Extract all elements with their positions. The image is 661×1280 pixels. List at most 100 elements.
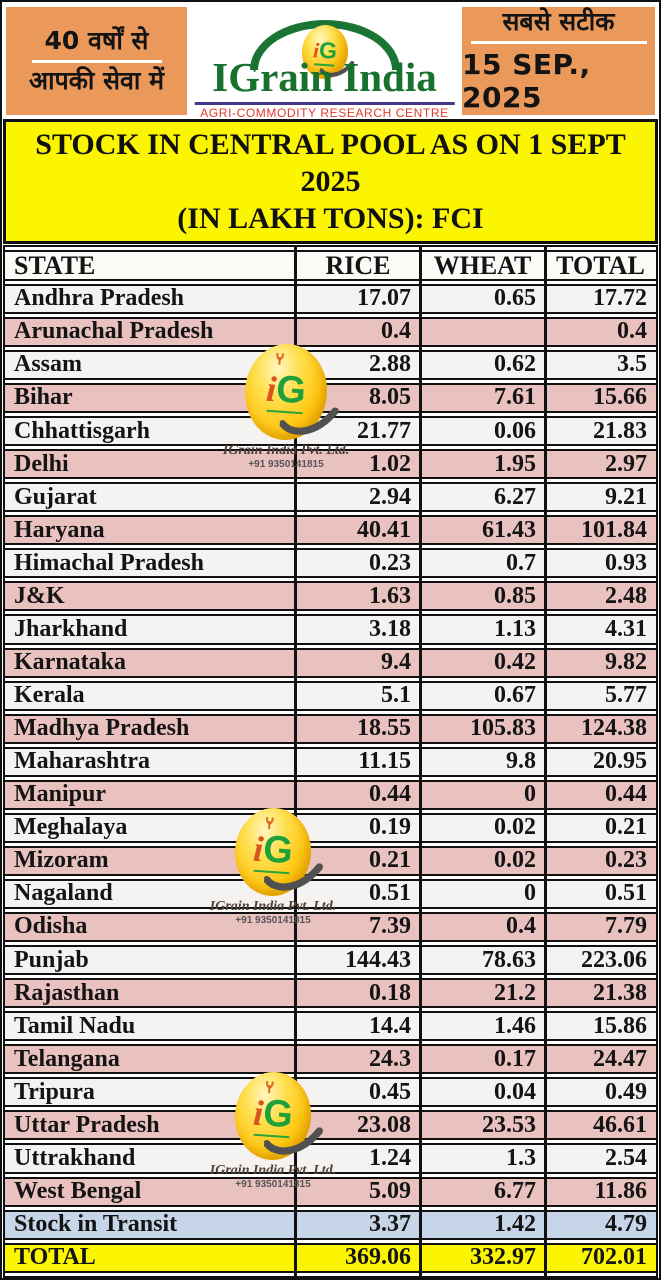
rice-cell: 1.02 <box>296 449 420 480</box>
divider <box>31 59 162 63</box>
state-cell: J&K <box>5 581 296 612</box>
table-row: J&K 1.63 0.85 2.48 <box>5 581 656 612</box>
wheat-cell: 1.3 <box>420 1143 545 1174</box>
total-cell: 223.06 <box>545 945 656 976</box>
total-cell: 20.95 <box>545 746 656 777</box>
grain-sprig-icon <box>265 1080 274 1094</box>
watermark: iG IGrain India Pvt. Ltd. +91 9350141815 <box>183 805 363 926</box>
rice-cell: 17.07 <box>296 283 420 314</box>
table-row: Uttar Pradesh 23.08 23.53 46.61 <box>5 1110 656 1141</box>
wheat-cell: 332.97 <box>420 1242 545 1273</box>
state-cell: Kerala <box>5 680 296 711</box>
experience-line-2: आपकी सेवा में <box>28 65 165 95</box>
total-cell: 702.01 <box>545 1242 656 1273</box>
total-cell: 0.51 <box>545 878 656 910</box>
brand-header: 40 वर्षों से आपकी सेवा में iG IGrain Ind… <box>2 2 659 120</box>
watermark-phone: +91 9350141815 <box>235 1179 311 1190</box>
table-row: Himachal Pradesh 0.23 0.7 0.93 <box>5 548 656 579</box>
watermark-egg-icon: iG <box>232 1069 324 1163</box>
wheat-cell: 6.77 <box>420 1176 545 1207</box>
table-row: Punjab 144.43 78.63 223.06 <box>5 945 656 976</box>
rice-cell: 18.55 <box>296 713 420 744</box>
total-cell: 0.23 <box>545 845 656 876</box>
table-row: Jharkhand 3.18 1.13 4.31 <box>5 614 656 645</box>
total-cell: 9.82 <box>545 647 656 678</box>
table-row: Kerala 5.1 0.67 5.77 <box>5 680 656 711</box>
table-row: Assam 2.88 0.62 3.5 <box>5 349 656 381</box>
state-cell: Chhattisgarh <box>5 416 296 447</box>
rice-cell: 0.18 <box>296 978 420 1009</box>
swoosh-icon <box>278 407 339 436</box>
state-cell: Arunachal Pradesh <box>5 316 296 347</box>
table-row: Stock in Transit 3.37 1.42 4.79 <box>5 1209 656 1240</box>
total-cell: 24.47 <box>545 1044 656 1075</box>
watermark-company: IGrain India Pvt. Ltd. <box>222 443 350 458</box>
brand-name: IGrain India <box>212 54 437 100</box>
wheat-cell: 0.65 <box>420 283 545 314</box>
table-row: Arunachal Pradesh 0.4 0.4 <box>5 316 656 347</box>
wheat-cell: 61.43 <box>420 515 545 546</box>
wheat-cell: 1.46 <box>420 1011 545 1042</box>
rice-cell: 1.63 <box>296 581 420 612</box>
table-row: Karnataka 9.4 0.42 9.82 <box>5 647 656 678</box>
wheat-cell: 0.17 <box>420 1044 545 1075</box>
experience-line-1: 40 वर्षों से <box>44 25 149 55</box>
divider <box>470 40 647 44</box>
total-cell: 2.97 <box>545 449 656 480</box>
total-cell: 21.83 <box>545 416 656 447</box>
total-cell: 2.48 <box>545 581 656 612</box>
header-row: STATE RICE WHEAT TOTAL <box>5 249 656 281</box>
wheat-cell: 0.4 <box>420 912 545 943</box>
table-row: Odisha 7.39 0.4 7.79 <box>5 912 656 943</box>
state-cell: Jharkhand <box>5 614 296 645</box>
report-date: 15 SEP., 2025 <box>462 47 591 114</box>
state-cell: Karnataka <box>5 647 296 678</box>
state-cell: Nagaland <box>5 878 296 910</box>
state-cell: Odisha <box>5 912 296 943</box>
wheat-cell: 0.02 <box>420 812 545 843</box>
state-cell: Tamil Nadu <box>5 1011 296 1042</box>
column-divider <box>294 246 297 1276</box>
grain-sprig-icon <box>276 352 284 365</box>
watermark-company: IGrain India Pvt. Ltd. <box>209 1163 337 1178</box>
wheat-cell: 0.04 <box>420 1077 545 1108</box>
watermark-phone: +91 9350141815 <box>248 459 324 470</box>
wheat-cell: 21.2 <box>420 978 545 1009</box>
table-row: Tamil Nadu 14.4 1.46 15.86 <box>5 1011 656 1042</box>
wheat-cell: 0.62 <box>420 349 545 381</box>
state-cell: Telangana <box>5 1044 296 1075</box>
table-row: Meghalaya 0.19 0.02 0.21 <box>5 812 656 843</box>
state-cell: Himachal Pradesh <box>5 548 296 579</box>
table-row: Manipur 0.44 0 0.44 <box>5 779 656 810</box>
state-cell: Haryana <box>5 515 296 546</box>
total-cell: 4.31 <box>545 614 656 645</box>
wheat-cell: 23.53 <box>420 1110 545 1141</box>
report-title-line-1: STOCK IN CENTRAL POOL AS ON 1 SEPT 2025 <box>35 128 626 199</box>
total-cell: 15.66 <box>545 383 656 414</box>
logo-egg-icon: iG <box>299 23 354 81</box>
table-row: Gujarat 2.94 6.27 9.21 <box>5 482 656 513</box>
watermark-company: IGrain India Pvt. Ltd. <box>209 899 337 914</box>
total-cell: 3.5 <box>545 349 656 381</box>
wheat-cell: 1.42 <box>420 1209 545 1240</box>
total-cell: 2.54 <box>545 1143 656 1174</box>
wheat-cell: 0 <box>420 878 545 910</box>
rice-cell: 1.24 <box>296 1143 420 1174</box>
rice-cell: 0.44 <box>296 779 420 810</box>
rice-cell: 40.41 <box>296 515 420 546</box>
col-header-rice: RICE <box>296 249 420 281</box>
swoosh-icon <box>263 863 324 891</box>
wheat-cell: 0 <box>420 779 545 810</box>
state-cell: Madhya Pradesh <box>5 713 296 744</box>
swoosh-icon <box>263 1127 324 1155</box>
total-cell: 4.79 <box>545 1209 656 1240</box>
rice-cell: 0.19 <box>296 812 420 843</box>
rice-cell: 0.45 <box>296 1077 420 1108</box>
rice-cell: 11.15 <box>296 746 420 777</box>
brand-logo: iG IGrain India AGRI-COMMODITY RESEARCH … <box>187 7 462 120</box>
table-row: Madhya Pradesh 18.55 105.83 124.38 <box>5 713 656 744</box>
total-cell: 124.38 <box>545 713 656 744</box>
grain-sprig-icon <box>265 816 274 830</box>
rice-cell: 0.4 <box>296 316 420 347</box>
wheat-cell: 1.13 <box>420 614 545 645</box>
